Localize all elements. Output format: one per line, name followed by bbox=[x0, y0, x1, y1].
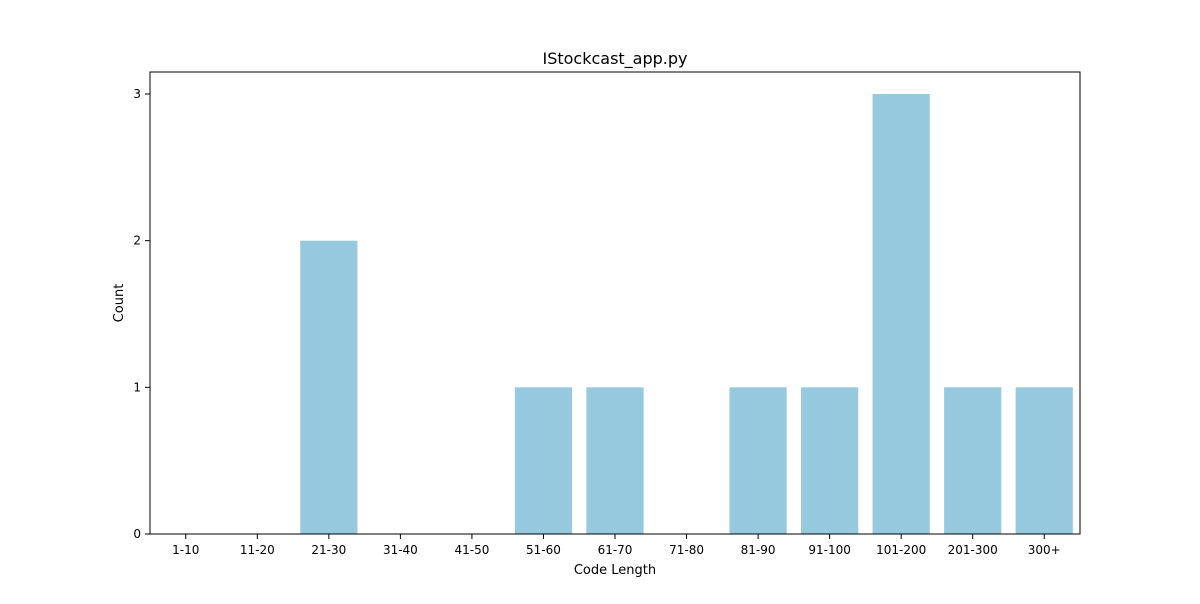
bar-81-90 bbox=[729, 387, 787, 534]
x-tick-label: 81-90 bbox=[741, 543, 776, 557]
x-tick-label: 300+ bbox=[1028, 543, 1061, 557]
x-tick-label: 21-30 bbox=[311, 543, 346, 557]
y-tick-label: 2 bbox=[133, 234, 141, 248]
plot-frame bbox=[149, 71, 1081, 535]
y-tick-label: 0 bbox=[133, 527, 141, 541]
x-axis: 1-10 11-20 21-30 31-40 41-50 51-60 61-70 71-80 8… bbox=[172, 534, 1061, 557]
bars-group bbox=[300, 94, 1073, 534]
bar-101-200 bbox=[872, 94, 930, 534]
x-tick-label: 51-60 bbox=[526, 543, 561, 557]
y-axis-label: Count bbox=[112, 284, 127, 323]
y-tick-label: 3 bbox=[133, 87, 141, 101]
bar-91-100 bbox=[801, 387, 859, 534]
x-tick-label: 11-20 bbox=[240, 543, 275, 557]
bar-201-300 bbox=[944, 387, 1002, 534]
x-tick-label: 91-100 bbox=[808, 543, 851, 557]
x-tick-label: 1-10 bbox=[172, 543, 199, 557]
x-tick-label: 41-50 bbox=[454, 543, 489, 557]
x-tick-label: 71-80 bbox=[669, 543, 704, 557]
x-axis-label: Code Length bbox=[574, 563, 656, 578]
bar-21-30 bbox=[300, 240, 358, 534]
x-tick-label: 201-300 bbox=[948, 543, 998, 557]
bar-61-70 bbox=[586, 387, 644, 534]
x-tick-label: 101-200 bbox=[876, 543, 926, 557]
y-tick-label: 1 bbox=[133, 380, 141, 394]
chart-title: IStockcast_app.py bbox=[542, 49, 687, 69]
bar-300+ bbox=[1015, 387, 1073, 534]
x-tick-label: 61-70 bbox=[598, 543, 633, 557]
y-axis: 0 1 2 3 bbox=[133, 87, 150, 541]
bar-51-60 bbox=[514, 387, 573, 534]
x-tick-label: 31-40 bbox=[383, 543, 418, 557]
